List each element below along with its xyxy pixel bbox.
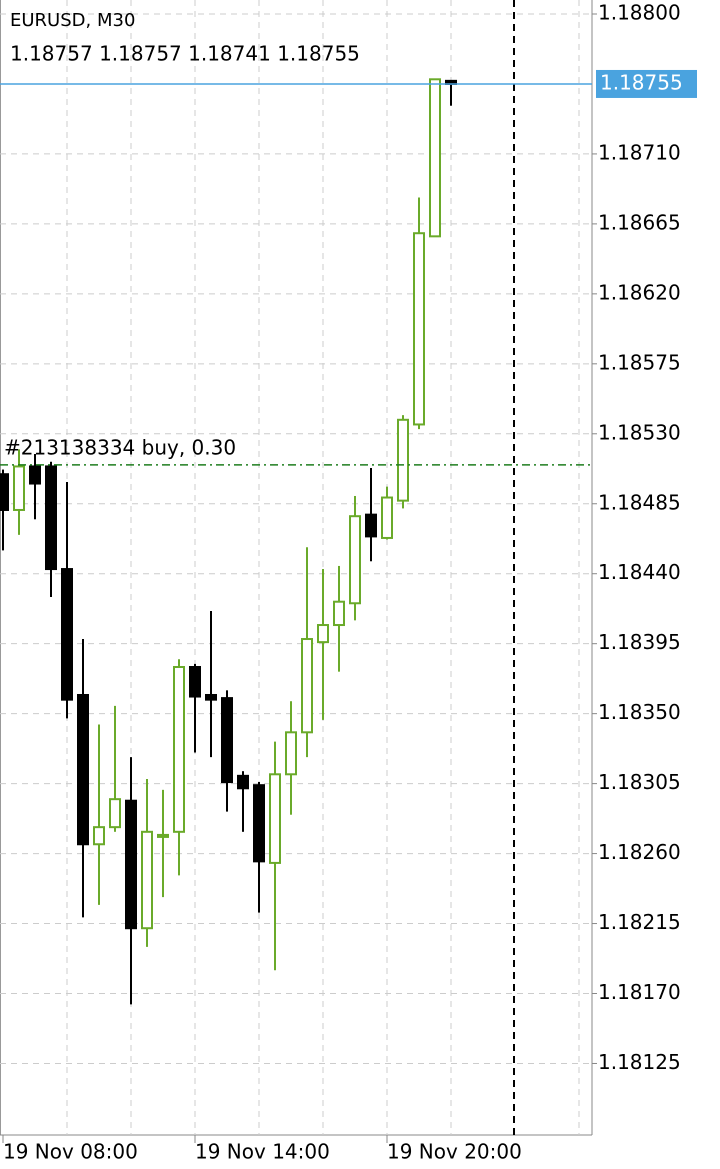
candle-body <box>189 666 201 698</box>
overlays: 1.18800 1.18710 1.18665 1.18620 1.18575 1.185… <box>0 0 697 1164</box>
candle-body <box>29 465 41 485</box>
y-tick-label: 1.18395 <box>598 630 681 654</box>
candle-body <box>45 465 57 571</box>
candle-body <box>285 731 297 776</box>
candle-body <box>381 496 393 539</box>
y-tick-label: 1.18800 <box>598 0 681 24</box>
y-tick-label: 1.18260 <box>598 840 681 864</box>
y-tick-label: 1.18350 <box>598 700 681 724</box>
candle-body <box>349 515 361 605</box>
grid <box>0 0 597 1143</box>
candle-body <box>237 774 249 790</box>
y-tick-label: 1.18710 <box>598 140 681 164</box>
candle-body <box>269 773 281 864</box>
y-tick-label: 1.18215 <box>598 910 681 934</box>
y-tick-label: 1.18620 <box>598 280 681 304</box>
candle-body <box>333 600 345 627</box>
x-tick-label: 19 Nov 08:00 <box>3 1140 138 1164</box>
y-tick-label: 1.18125 <box>598 1050 681 1074</box>
candle-body <box>317 624 329 644</box>
candle-body <box>13 465 25 511</box>
candle-body <box>61 568 73 701</box>
y-tick-label: 1.18440 <box>598 560 681 584</box>
y-tick-label: 1.18170 <box>598 980 681 1004</box>
candle-body <box>125 799 137 930</box>
candle-body <box>253 784 265 863</box>
candle-body <box>221 697 233 784</box>
y-tick-label: 1.18530 <box>598 420 681 444</box>
candle-body <box>397 418 409 502</box>
y-tick-label: 1.18485 <box>598 490 681 514</box>
candle-body <box>77 693 89 846</box>
y-tick-label: 1.18305 <box>598 770 681 794</box>
chart-title: EURUSD, M30 <box>10 10 135 31</box>
candle-body <box>365 513 377 538</box>
candle-body <box>0 473 9 511</box>
candle-body <box>109 798 121 829</box>
candle-body <box>157 833 169 838</box>
y-tick-label: 1.18575 <box>598 350 681 374</box>
candle-body <box>413 232 425 426</box>
x-tick-label: 19 Nov 20:00 <box>387 1140 522 1164</box>
candle-body <box>93 826 105 846</box>
candle-body <box>173 666 185 833</box>
x-tick-label: 19 Nov 14:00 <box>195 1140 330 1164</box>
candle-body <box>429 78 441 238</box>
candle-body <box>205 693 217 701</box>
ohlc-info: 1.18757 1.18757 1.18741 1.18755 <box>10 42 360 66</box>
bid-label: 1.18755 <box>600 70 683 94</box>
y-tick-label: 1.18665 <box>598 210 681 234</box>
candle-body <box>141 830 153 930</box>
order-label: #213138334 buy, 0.30 <box>4 435 236 459</box>
candles <box>0 78 457 1005</box>
candle-body <box>301 638 313 734</box>
bid-box <box>596 69 697 98</box>
